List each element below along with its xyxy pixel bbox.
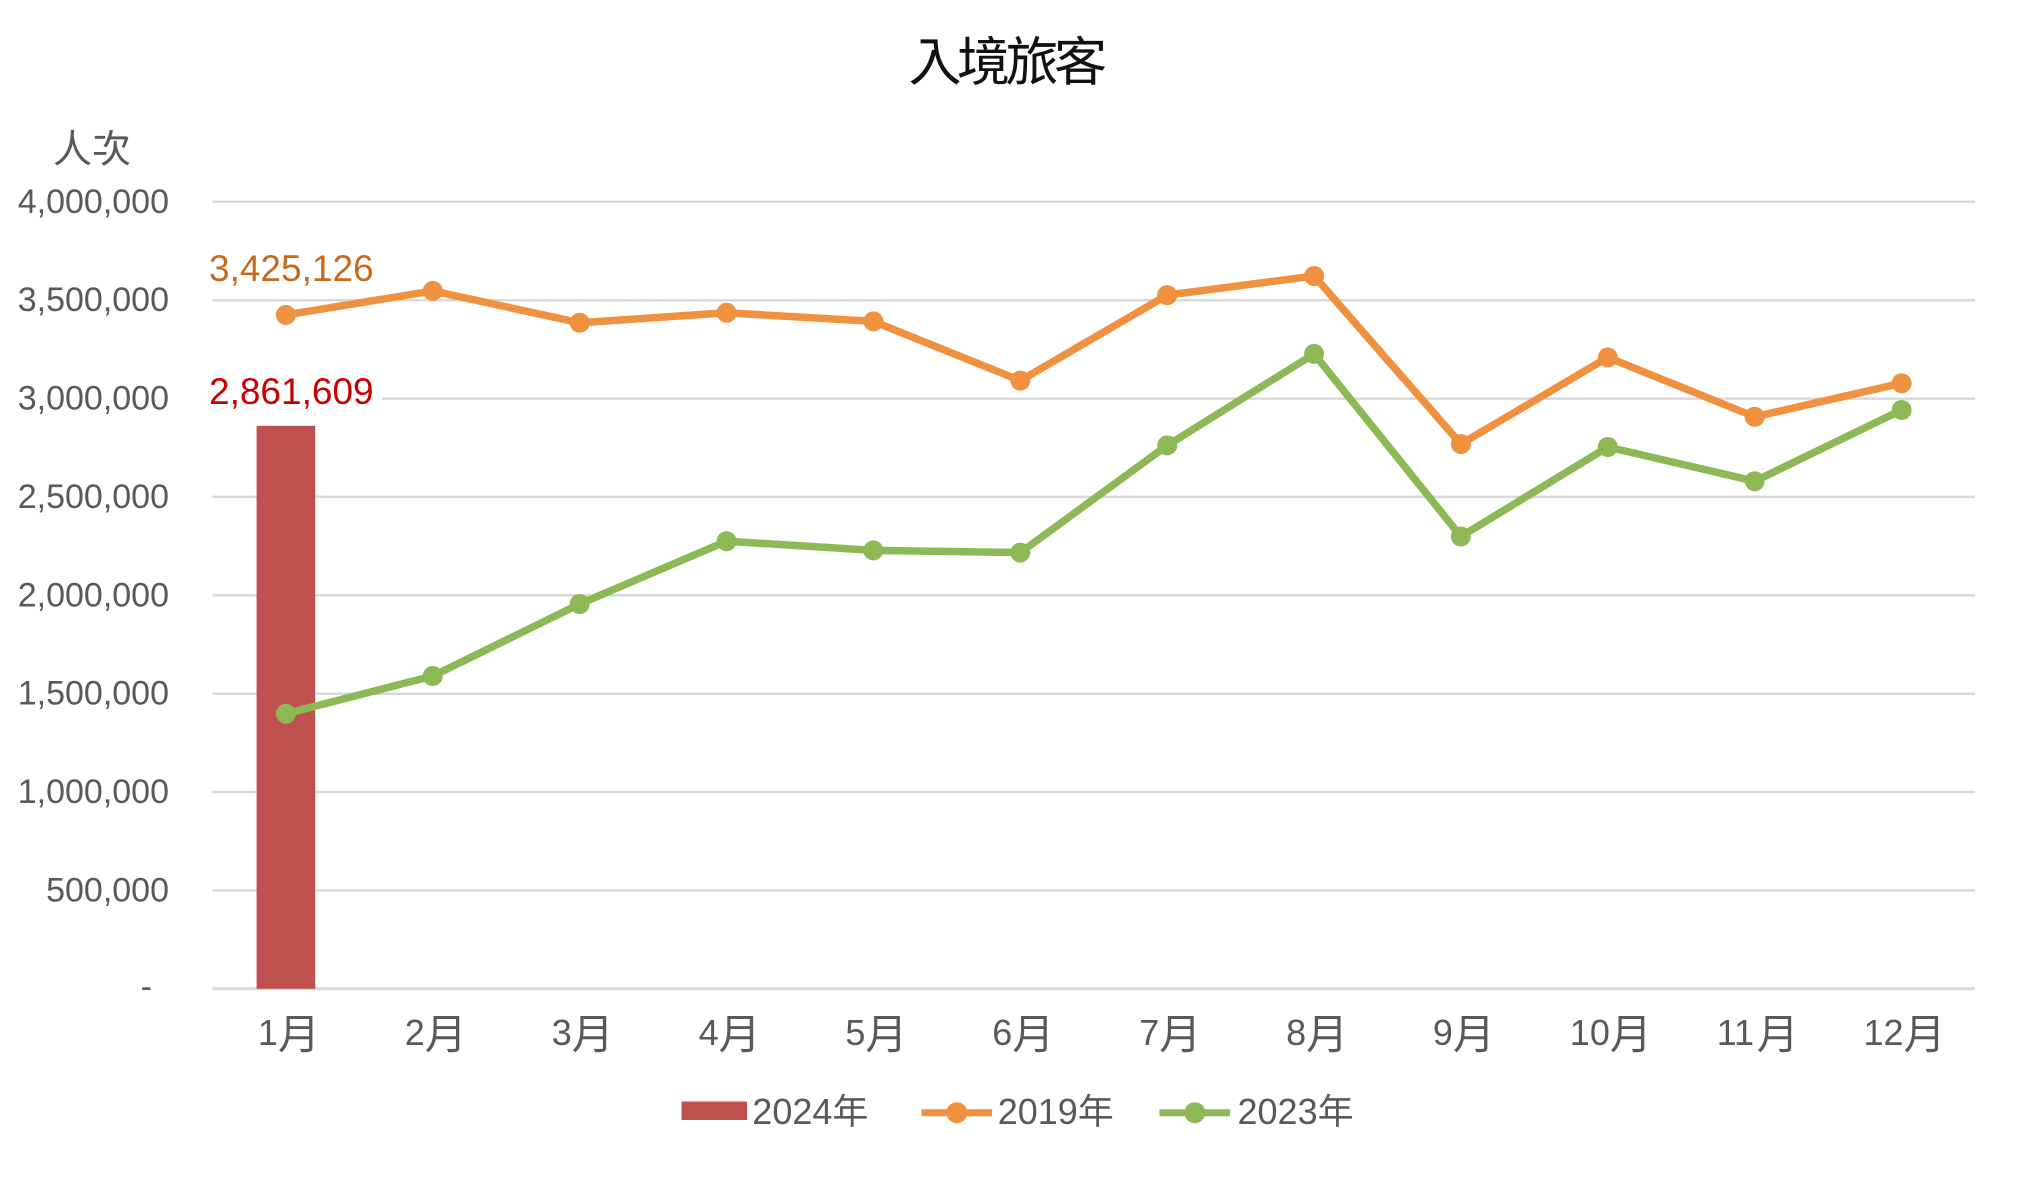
svg-text:2: 2: [405, 1012, 425, 1053]
svg-text:8: 8: [1286, 1012, 1306, 1053]
svg-text:11: 11: [1717, 1012, 1754, 1053]
svg-text:2024: 2024: [752, 1091, 832, 1132]
svg-text:4: 4: [699, 1012, 719, 1053]
svg-text:6: 6: [992, 1012, 1012, 1053]
svg-text:3,000,000: 3,000,000: [18, 380, 169, 418]
svg-text:2023: 2023: [1238, 1091, 1318, 1132]
svg-text:1: 1: [258, 1012, 278, 1053]
svg-text:3: 3: [552, 1012, 572, 1053]
svg-text:2,861,609: 2,861,609: [209, 371, 374, 412]
svg-text:1,000,000: 1,000,000: [18, 773, 169, 811]
svg-text:12: 12: [1864, 1012, 1904, 1053]
svg-text:3,425,126: 3,425,126: [209, 248, 374, 289]
svg-text:10: 10: [1570, 1012, 1610, 1053]
svg-text:2,500,000: 2,500,000: [18, 478, 169, 516]
svg-text:5: 5: [845, 1012, 865, 1053]
svg-text:500,000: 500,000: [46, 871, 169, 909]
svg-text:2019: 2019: [998, 1091, 1078, 1132]
svg-text:3,500,000: 3,500,000: [18, 281, 169, 319]
svg-text:4,000,000: 4,000,000: [18, 183, 169, 221]
svg-text:9: 9: [1433, 1012, 1453, 1053]
svg-text:2,000,000: 2,000,000: [18, 576, 169, 614]
svg-text:-: -: [141, 968, 152, 1006]
svg-text:1,500,000: 1,500,000: [18, 675, 169, 713]
svg-text:7: 7: [1139, 1012, 1159, 1053]
